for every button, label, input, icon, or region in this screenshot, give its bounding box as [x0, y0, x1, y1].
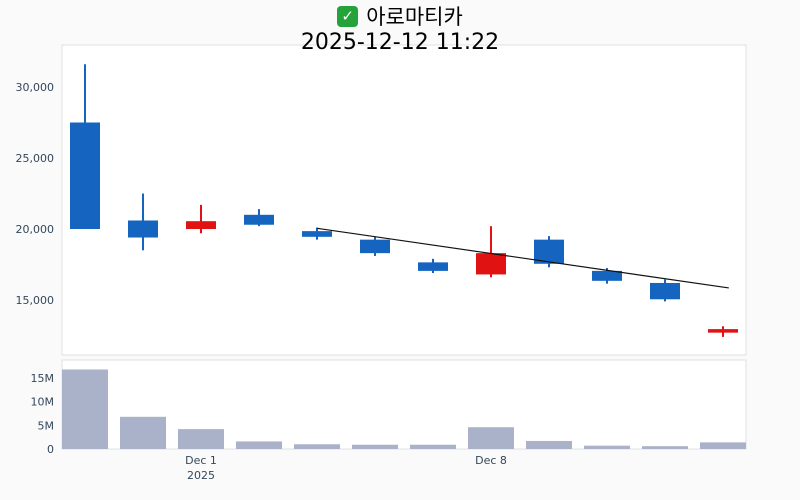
volume-tick-label: 10M: [31, 396, 55, 409]
trend-line: [316, 227, 729, 289]
volume-bar: [700, 442, 746, 449]
candle-body: [592, 270, 622, 281]
volume-bar: [584, 445, 630, 449]
volume-bar: [120, 416, 166, 449]
candle-body: [650, 282, 680, 300]
candle-body: [70, 122, 100, 229]
title-line: ✓ 아로마티카: [0, 2, 800, 30]
candle-body: [360, 239, 390, 254]
x-tick-label: Dec 1: [185, 454, 217, 467]
check-icon: ✓: [337, 5, 359, 27]
volume-tick-label: 5M: [38, 419, 55, 432]
volume-bar: [236, 441, 282, 449]
volume-bar: [410, 444, 456, 449]
price-tick-label: 25,000: [16, 152, 55, 165]
volume-bar: [178, 429, 224, 449]
timestamp: 2025-12-12 11:22: [300, 30, 500, 55]
x-tick-label: Dec 8: [475, 454, 507, 467]
stock-name: 아로마티카: [366, 5, 463, 29]
volume-bar: [352, 444, 398, 449]
volume-bar: [468, 427, 514, 449]
volume-tick-label: 15M: [31, 372, 55, 385]
price-panel: [61, 44, 747, 356]
volume-tick-label: 0: [47, 443, 54, 456]
candle-body: [302, 231, 332, 237]
volume-bar: [642, 446, 688, 449]
volume-bar: [62, 369, 108, 449]
price-tick-label: 15,000: [16, 294, 55, 307]
candle-body: [476, 253, 506, 275]
chart-header: ✓ 아로마티카 2025-12-12 11:22: [0, 2, 800, 56]
volume-bar: [294, 444, 340, 449]
candle-body: [186, 221, 216, 229]
volume-panel: [61, 359, 747, 450]
candle-body: [534, 239, 564, 264]
candle-body: [128, 220, 158, 238]
candle-body: [244, 214, 274, 225]
price-tick-label: 30,000: [16, 81, 55, 94]
candle-body: [708, 329, 738, 333]
x-tick-sublabel: 2025: [187, 469, 215, 482]
price-tick-label: 20,000: [16, 223, 55, 236]
candle-body: [418, 262, 448, 271]
volume-bar: [526, 440, 572, 449]
